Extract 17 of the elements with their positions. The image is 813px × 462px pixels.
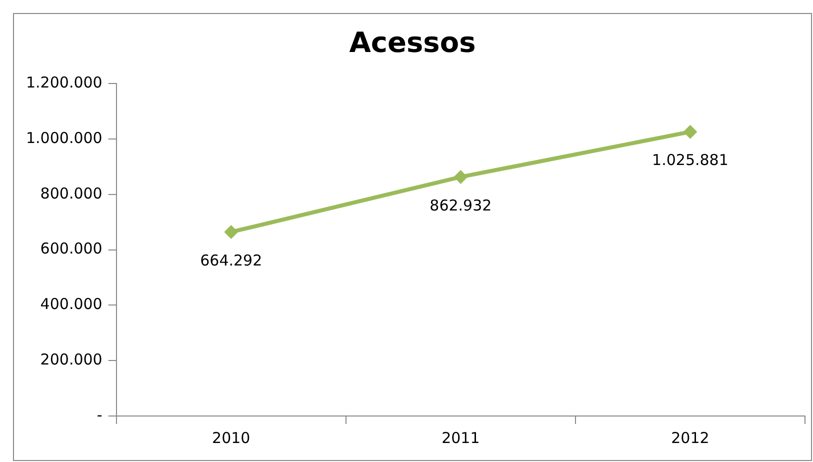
data-label: 1.025.881 [652,151,728,170]
y-tick-label: 600.000 [40,240,102,258]
x-tick-label: 2012 [671,428,710,447]
data-label: 862.932 [430,196,492,214]
y-tick-label: 800.000 [40,184,102,202]
y-tick-label: 200.000 [40,350,102,368]
y-tick-label: - [96,406,102,424]
x-tick-label: 2011 [442,428,480,447]
y-tick-label: 1.200.000 [26,73,102,92]
y-tick-label: 1.000.000 [26,128,102,147]
y-tick-label: 400.000 [40,295,102,314]
point [454,170,468,184]
data-label: 664.292 [200,251,262,270]
point [683,124,698,139]
chart-title: Acessos [349,26,476,60]
point [224,224,238,239]
x-tick-label: 2010 [212,428,250,447]
